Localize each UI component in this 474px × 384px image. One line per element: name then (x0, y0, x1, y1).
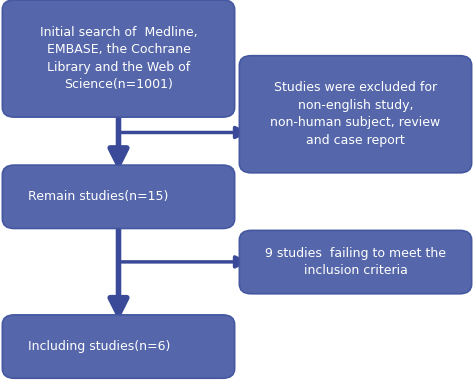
FancyBboxPatch shape (2, 0, 235, 117)
Text: 9 studies  failing to meet the
inclusion criteria: 9 studies failing to meet the inclusion … (265, 247, 446, 277)
Text: Initial search of  Medline,
EMBASE, the Cochrane
Library and the Web of
Science(: Initial search of Medline, EMBASE, the C… (40, 26, 197, 91)
FancyBboxPatch shape (2, 315, 235, 378)
FancyBboxPatch shape (2, 165, 235, 228)
FancyBboxPatch shape (239, 230, 472, 294)
FancyBboxPatch shape (239, 56, 472, 173)
Text: Including studies(n=6): Including studies(n=6) (28, 340, 171, 353)
Text: Studies were excluded for
non-english study,
non-human subject, review
and case : Studies were excluded for non-english st… (270, 81, 441, 147)
Text: Remain studies(n=15): Remain studies(n=15) (28, 190, 169, 203)
